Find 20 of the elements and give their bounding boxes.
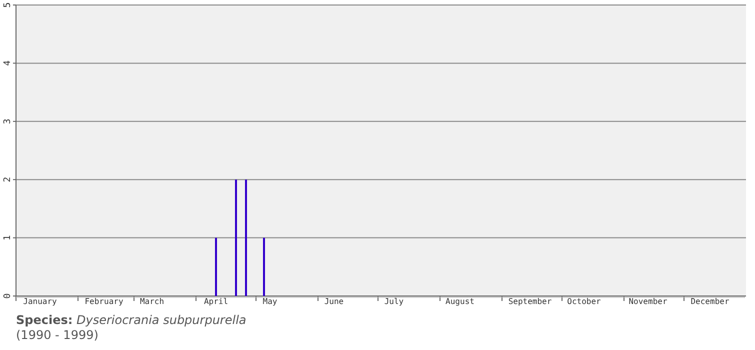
y-tick-label: 0 (3, 293, 13, 299)
text: Species: Dyseriocrania subpurpurella (16, 313, 246, 327)
text: (1990 - 1999) (16, 328, 98, 342)
x-tick-label: May (262, 297, 278, 306)
y-tick-label: 4 (3, 60, 13, 66)
x-tick-label: January (23, 297, 58, 306)
x-tick-label: September (508, 297, 552, 306)
x-tick-label: February (84, 297, 124, 306)
x-tick-label: November (628, 297, 668, 306)
y-tick-label: 2 (3, 176, 13, 182)
x-tick-label: April (204, 297, 228, 306)
x-tick-label: July (384, 297, 404, 306)
y-tick-label: 5 (3, 2, 13, 8)
x-tick-label: December (690, 297, 730, 306)
x-tick-label: August (446, 297, 475, 306)
x-tick-label: October (567, 297, 602, 306)
y-tick-label: 1 (3, 235, 13, 241)
x-tick-label: March (140, 297, 164, 306)
y-tick-label: 3 (3, 118, 13, 124)
x-tick-label: June (324, 297, 344, 306)
